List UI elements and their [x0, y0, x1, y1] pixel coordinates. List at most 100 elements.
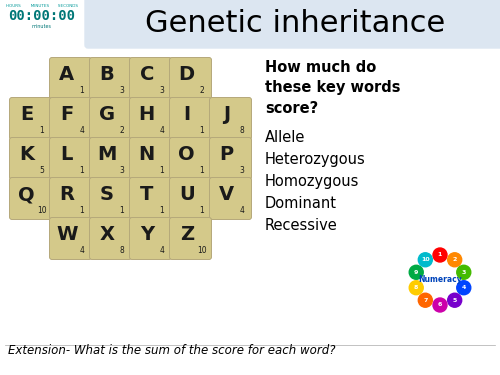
Text: Dominant: Dominant: [265, 196, 337, 211]
Text: 1: 1: [79, 86, 84, 95]
Text: P: P: [220, 145, 234, 164]
Text: 1: 1: [199, 166, 204, 175]
Text: 1: 1: [199, 126, 204, 135]
Text: F: F: [60, 105, 74, 124]
Text: B: B: [100, 65, 114, 84]
Text: Z: Z: [180, 225, 194, 244]
Text: 7: 7: [423, 298, 428, 303]
FancyBboxPatch shape: [50, 217, 92, 259]
FancyBboxPatch shape: [90, 217, 132, 259]
Text: 1: 1: [159, 166, 164, 175]
Text: 1: 1: [438, 252, 442, 258]
Circle shape: [457, 265, 471, 279]
Text: 1: 1: [119, 206, 124, 215]
FancyBboxPatch shape: [50, 138, 92, 180]
Text: E: E: [20, 105, 34, 124]
Text: 4: 4: [79, 126, 84, 135]
Circle shape: [448, 293, 462, 307]
Text: V: V: [219, 185, 234, 204]
Circle shape: [433, 298, 447, 312]
Text: Recessive: Recessive: [265, 218, 338, 233]
Text: L: L: [60, 145, 73, 164]
Text: 8: 8: [414, 285, 418, 290]
Text: 3: 3: [119, 86, 124, 95]
FancyBboxPatch shape: [170, 98, 211, 140]
Text: 3: 3: [119, 166, 124, 175]
Text: C: C: [140, 65, 154, 84]
Text: 00:00:00: 00:00:00: [8, 9, 76, 23]
Text: Homozygous: Homozygous: [265, 174, 360, 189]
Text: 3: 3: [159, 86, 164, 95]
Circle shape: [409, 265, 423, 279]
Text: 5: 5: [39, 166, 44, 175]
Text: 9: 9: [414, 270, 418, 275]
FancyBboxPatch shape: [90, 57, 132, 99]
FancyBboxPatch shape: [50, 98, 92, 140]
FancyBboxPatch shape: [90, 138, 132, 180]
Text: 10: 10: [421, 257, 430, 262]
Text: U: U: [179, 185, 194, 204]
Text: 4: 4: [462, 285, 466, 290]
Text: 1: 1: [159, 206, 164, 215]
Text: I: I: [183, 105, 190, 124]
Text: 8: 8: [119, 246, 124, 255]
Circle shape: [448, 253, 462, 267]
Text: 2: 2: [452, 257, 457, 262]
FancyBboxPatch shape: [210, 98, 252, 140]
Text: S: S: [100, 185, 114, 204]
Circle shape: [433, 248, 447, 262]
FancyBboxPatch shape: [130, 57, 172, 99]
Text: 6: 6: [438, 303, 442, 307]
Text: M: M: [97, 145, 116, 164]
Text: K: K: [20, 145, 34, 164]
Text: 10: 10: [197, 246, 206, 255]
Text: Heterozygous: Heterozygous: [265, 152, 366, 167]
Circle shape: [418, 253, 432, 267]
FancyBboxPatch shape: [10, 177, 51, 219]
Text: Genetic inheritance: Genetic inheritance: [145, 9, 445, 38]
Text: 2: 2: [199, 86, 204, 95]
Text: 5: 5: [452, 298, 457, 303]
Text: R: R: [60, 185, 74, 204]
FancyBboxPatch shape: [10, 98, 51, 140]
Text: N: N: [138, 145, 155, 164]
FancyBboxPatch shape: [10, 138, 51, 180]
Text: Extension- What is the sum of the score for each word?: Extension- What is the sum of the score …: [8, 344, 336, 357]
Text: HOURS        MINUTES       SECONDS: HOURS MINUTES SECONDS: [6, 4, 78, 8]
FancyBboxPatch shape: [130, 98, 172, 140]
Text: A: A: [59, 65, 74, 84]
Text: 4: 4: [159, 126, 164, 135]
FancyBboxPatch shape: [170, 177, 211, 219]
Text: 2: 2: [119, 126, 124, 135]
Text: 1: 1: [39, 126, 44, 135]
FancyBboxPatch shape: [90, 98, 132, 140]
Text: 1: 1: [79, 206, 84, 215]
Text: H: H: [138, 105, 155, 124]
FancyBboxPatch shape: [50, 57, 92, 99]
Text: G: G: [98, 105, 115, 124]
Text: 10: 10: [37, 206, 46, 215]
Circle shape: [457, 281, 471, 295]
FancyBboxPatch shape: [210, 177, 252, 219]
Text: 1: 1: [79, 166, 84, 175]
Text: Q: Q: [18, 185, 35, 204]
Circle shape: [418, 293, 432, 307]
Text: 4: 4: [79, 246, 84, 255]
Text: Y: Y: [140, 225, 154, 244]
Text: Numeracy: Numeracy: [418, 276, 462, 285]
Text: How much do
these key words
score?: How much do these key words score?: [265, 60, 400, 116]
Circle shape: [409, 281, 423, 295]
FancyBboxPatch shape: [170, 138, 211, 180]
FancyBboxPatch shape: [130, 217, 172, 259]
Text: X: X: [100, 225, 114, 244]
Text: W: W: [56, 225, 78, 244]
Text: J: J: [223, 105, 230, 124]
Text: O: O: [178, 145, 195, 164]
Text: 3: 3: [462, 270, 466, 275]
Text: T: T: [140, 185, 153, 204]
FancyBboxPatch shape: [210, 138, 252, 180]
Text: 4: 4: [239, 206, 244, 215]
Text: 8: 8: [239, 126, 244, 135]
FancyBboxPatch shape: [170, 57, 211, 99]
Text: 4: 4: [159, 246, 164, 255]
